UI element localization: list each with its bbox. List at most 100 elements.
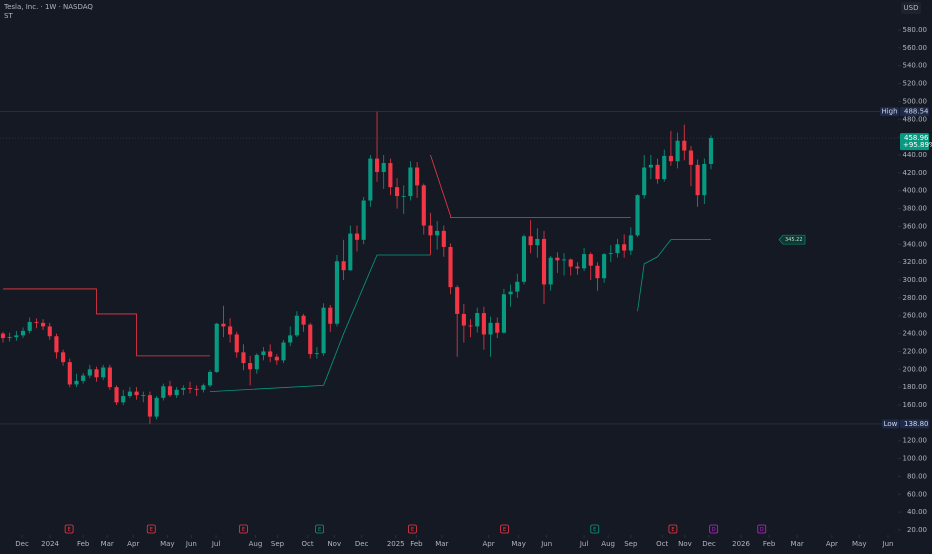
candle-body [268, 351, 273, 357]
candle-body [61, 352, 66, 363]
x-tick-label: Nov [327, 540, 341, 548]
candle-body [575, 266, 580, 269]
candle-body [648, 164, 653, 168]
candle-body [381, 163, 386, 172]
candle-body [321, 307, 326, 354]
x-tick-label: Apr [483, 540, 495, 548]
x-tick-label: Apr [127, 540, 139, 548]
indicator-name: ST [4, 12, 13, 20]
candle-body [435, 230, 440, 236]
candle-body [695, 164, 700, 196]
event-label: D [712, 527, 716, 533]
candle-body [361, 200, 366, 240]
candle-body [301, 315, 306, 325]
x-tick-label: Jul [579, 540, 589, 548]
candle-body [34, 321, 39, 323]
candle-body [388, 163, 393, 188]
event-marker [408, 524, 417, 534]
candle-body [101, 367, 106, 378]
currency[interactable]: USD [904, 4, 919, 12]
event-label: E [671, 527, 674, 533]
x-tick-label: Jun [540, 540, 552, 548]
candle-body [595, 265, 600, 279]
x-tick-label: Oct [302, 540, 314, 548]
y-tick-label: 20.00 [907, 526, 927, 534]
y-tick-label: 360.00 [903, 222, 928, 230]
event-marker [146, 524, 156, 534]
candle-body [27, 321, 32, 331]
candle-body [94, 369, 99, 378]
candle-body [261, 351, 266, 355]
y-tick-label: 300.00 [903, 276, 928, 284]
supertrend-line [3, 288, 211, 357]
x-tick-label: Nov [678, 540, 692, 548]
candle-body [615, 244, 620, 254]
candle-body [662, 155, 667, 180]
candle-body [207, 371, 213, 386]
y-tick-label: 280.00 [903, 294, 928, 302]
candle-body [642, 167, 647, 196]
high-tag [880, 107, 899, 117]
last-price-box [900, 133, 929, 151]
candle-body [548, 257, 553, 285]
candle-body [221, 323, 226, 327]
candle-body [181, 388, 186, 390]
event-marker [709, 524, 719, 534]
chart-title: Tesla, Inc. · 1W · NASDAQ [3, 3, 93, 11]
candle-body [254, 355, 259, 370]
candle-body [481, 313, 486, 335]
candle-body [702, 163, 707, 196]
x-tick-label: Sep [271, 540, 285, 548]
low-box [900, 419, 929, 429]
candle-body [535, 238, 540, 246]
x-tick-label: Dec [15, 540, 29, 548]
event-marker [590, 524, 600, 534]
x-tick-label: Mar [435, 540, 448, 548]
candle-body [107, 367, 112, 388]
candle-body [668, 155, 673, 162]
y-tick-label: 540.00 [903, 62, 928, 70]
candle-body [154, 397, 159, 417]
y-tick-label: 40.00 [907, 508, 927, 516]
event-label: E [318, 527, 321, 533]
supertrend-line [430, 154, 631, 218]
x-tick-label: Feb [77, 540, 90, 548]
candle-body [141, 395, 146, 396]
y-tick-label: 380.00 [903, 205, 928, 213]
candle-body [161, 386, 166, 398]
y-tick-label: 160.00 [903, 401, 928, 409]
y-tick-label: 240.00 [903, 330, 928, 338]
candle-body [354, 233, 360, 240]
supertrend-tag [778, 234, 806, 245]
event-label: E [150, 527, 153, 533]
candle-body [374, 158, 380, 172]
candle-body [675, 140, 680, 162]
supertrend-value: 345.22 [785, 237, 803, 243]
y-tick-label: 440.00 [903, 151, 928, 159]
x-tick-label: Jun [882, 540, 894, 548]
x-tick-label: 2025 [387, 540, 405, 548]
y-tick-label: 120.00 [903, 437, 928, 445]
candle-body [47, 326, 52, 337]
y-tick-label: 520.00 [903, 80, 928, 88]
y-tick-label: 200.00 [903, 365, 928, 373]
x-tick-label: 2026 [732, 540, 750, 548]
change: +95.89% [903, 141, 932, 149]
y-tick-label: 560.00 [903, 44, 928, 52]
candle-body [561, 259, 567, 261]
candle-body [415, 167, 420, 186]
candle-body [401, 196, 406, 197]
currency-box[interactable] [901, 2, 921, 14]
candle-body [455, 287, 460, 314]
event-label: E [242, 527, 245, 533]
event-label: E [593, 527, 596, 533]
candle-body [20, 330, 26, 336]
candle-body [635, 195, 640, 236]
candle-body [682, 140, 687, 151]
candle-body [14, 335, 19, 338]
candle-body [114, 387, 119, 403]
candle-body [174, 389, 179, 396]
y-tick-label: 340.00 [903, 240, 928, 248]
event-marker [239, 524, 248, 534]
